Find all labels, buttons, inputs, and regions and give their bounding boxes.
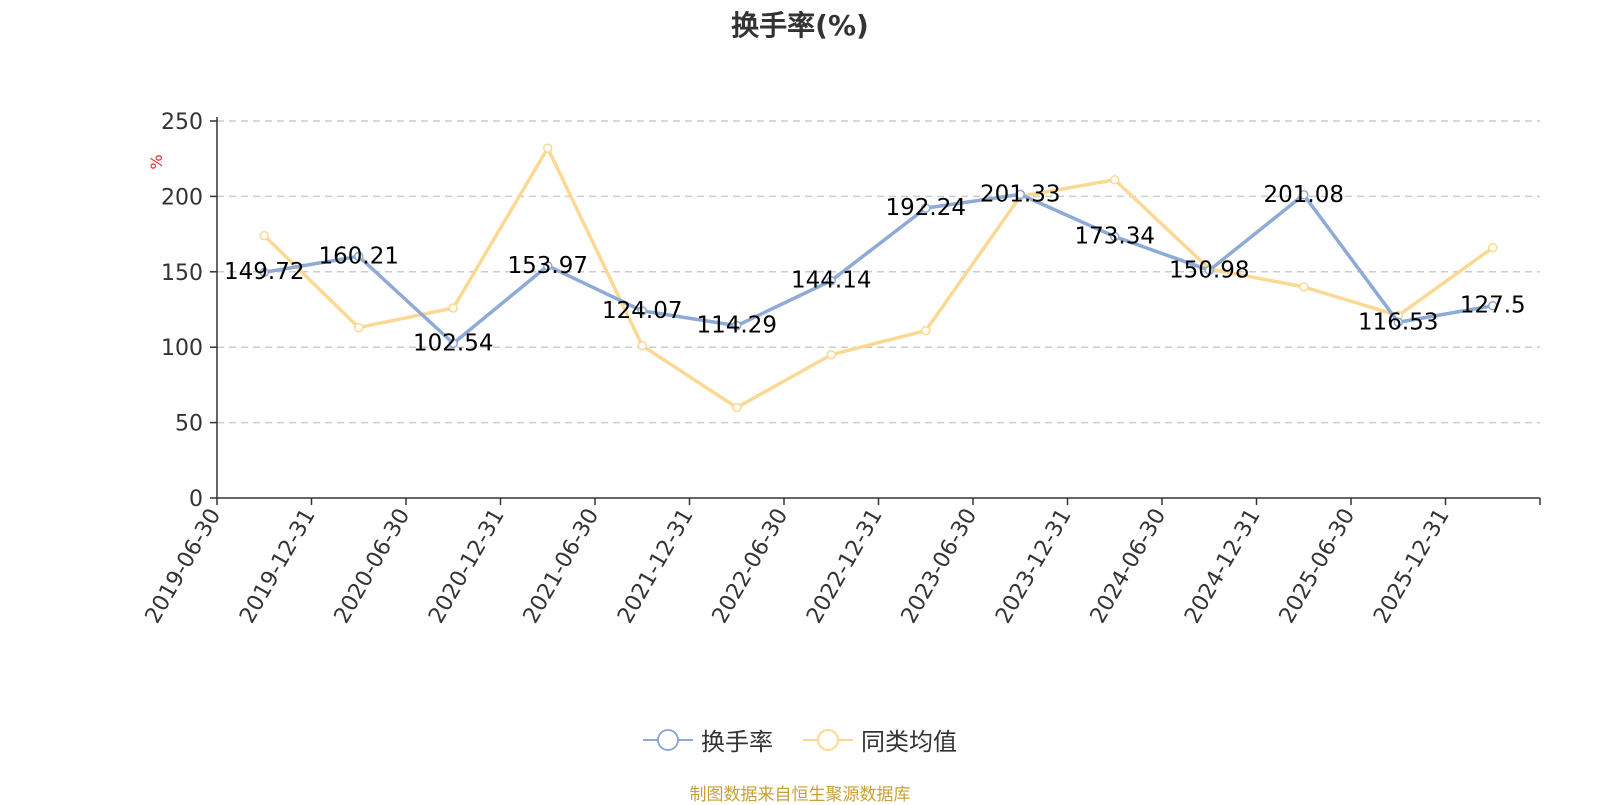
y-tick-label: 250 [161, 110, 203, 135]
data-point[interactable] [1299, 190, 1309, 200]
data-label: 192.24 [886, 195, 966, 221]
grid-lines [217, 120, 1540, 424]
y-tick-label: 50 [175, 412, 203, 437]
y-tick-label: 100 [161, 336, 203, 361]
series-line-1 [263, 146, 1494, 410]
y-axis-ticks: 0 50 100 150 200 250 [161, 110, 217, 512]
data-point[interactable] [543, 261, 553, 271]
data-point[interactable] [921, 203, 931, 213]
data-label: 173.34 [1075, 224, 1155, 250]
x-tick-label: 2020-06-30 [330, 505, 416, 628]
data-labels: 149.72 160.21 102.54 153.97 124.07 114.29 144.… [224, 181, 1526, 356]
data-label: 149.72 [224, 259, 304, 285]
data-point[interactable] [1110, 175, 1120, 185]
x-tick-label: 2020-12-31 [424, 505, 510, 628]
legend-label-turnover: 换手率 [701, 728, 773, 756]
x-tick-label: 2019-06-30 [141, 505, 227, 628]
x-axis-ticks: 2019-06-30 2019-12-31 2020-06-30 2020-12-31… [141, 498, 1541, 628]
x-tick-label: 2019-12-31 [235, 505, 321, 628]
data-point[interactable] [826, 349, 836, 360]
legend: 换手率 同类均值 [0, 722, 1600, 757]
data-label: 150.98 [1169, 257, 1249, 283]
series-line-0 [263, 192, 1494, 346]
x-tick-label: 2024-06-30 [1086, 505, 1172, 628]
y-tick-label: 150 [161, 261, 203, 286]
data-point[interactable] [448, 338, 458, 349]
data-label: 116.53 [1358, 309, 1438, 335]
legend-item-turnover[interactable]: 换手率 [643, 722, 773, 757]
x-tick-label: 2022-12-31 [802, 505, 888, 628]
legend-marker-peer-average [803, 728, 853, 751]
data-point[interactable] [1299, 282, 1309, 292]
data-label: 124.07 [602, 298, 682, 324]
data-label: 144.14 [791, 268, 871, 294]
y-tick-label: 0 [189, 487, 203, 512]
x-tick-label: 2023-12-31 [991, 505, 1077, 628]
data-point[interactable] [543, 143, 553, 153]
series-lines [259, 143, 1498, 413]
data-source-note: 制图数据来自恒生聚源数据库 [689, 785, 911, 805]
data-point[interactable] [637, 340, 647, 351]
x-tick-label: 2021-12-31 [613, 505, 699, 628]
data-point[interactable] [732, 320, 742, 331]
y-tick-label: 200 [161, 185, 203, 210]
x-tick-label: 2021-06-30 [519, 505, 605, 628]
data-point[interactable] [1393, 317, 1403, 328]
data-label: 114.29 [697, 313, 777, 339]
x-tick-label: 2024-12-31 [1180, 505, 1266, 628]
data-label: 201.33 [980, 181, 1060, 207]
data-point[interactable] [1488, 242, 1498, 253]
data-point[interactable] [732, 402, 742, 413]
y-axis-label: % [147, 154, 166, 169]
data-point[interactable] [1110, 231, 1120, 242]
data-point[interactable] [354, 322, 364, 333]
x-tick-label: 2022-06-30 [708, 505, 794, 628]
data-point[interactable] [1204, 265, 1214, 276]
data-label: 201.08 [1264, 182, 1344, 208]
data-point[interactable] [354, 251, 364, 262]
legend-marker-turnover [643, 728, 693, 751]
data-point[interactable] [921, 325, 931, 336]
x-tick-label: 2023-06-30 [897, 505, 983, 628]
legend-label-peer-average: 同类均值 [861, 728, 957, 756]
x-tick-label: 2025-12-31 [1369, 505, 1455, 628]
data-point[interactable] [448, 303, 458, 313]
data-label: 160.21 [319, 243, 399, 269]
data-point[interactable] [259, 267, 269, 277]
data-label: 127.5 [1460, 293, 1526, 319]
x-tick-label: 2025-06-30 [1275, 505, 1361, 628]
chart-title: 换手率(%) [731, 9, 869, 42]
data-label: 153.97 [508, 253, 588, 279]
data-point[interactable] [259, 230, 269, 241]
data-point[interactable] [1015, 189, 1025, 200]
data-label: 102.54 [413, 330, 493, 356]
data-point[interactable] [637, 306, 647, 316]
data-point[interactable] [826, 275, 836, 286]
data-point[interactable] [1488, 300, 1498, 311]
legend-item-peer-average[interactable]: 同类均值 [803, 722, 957, 757]
